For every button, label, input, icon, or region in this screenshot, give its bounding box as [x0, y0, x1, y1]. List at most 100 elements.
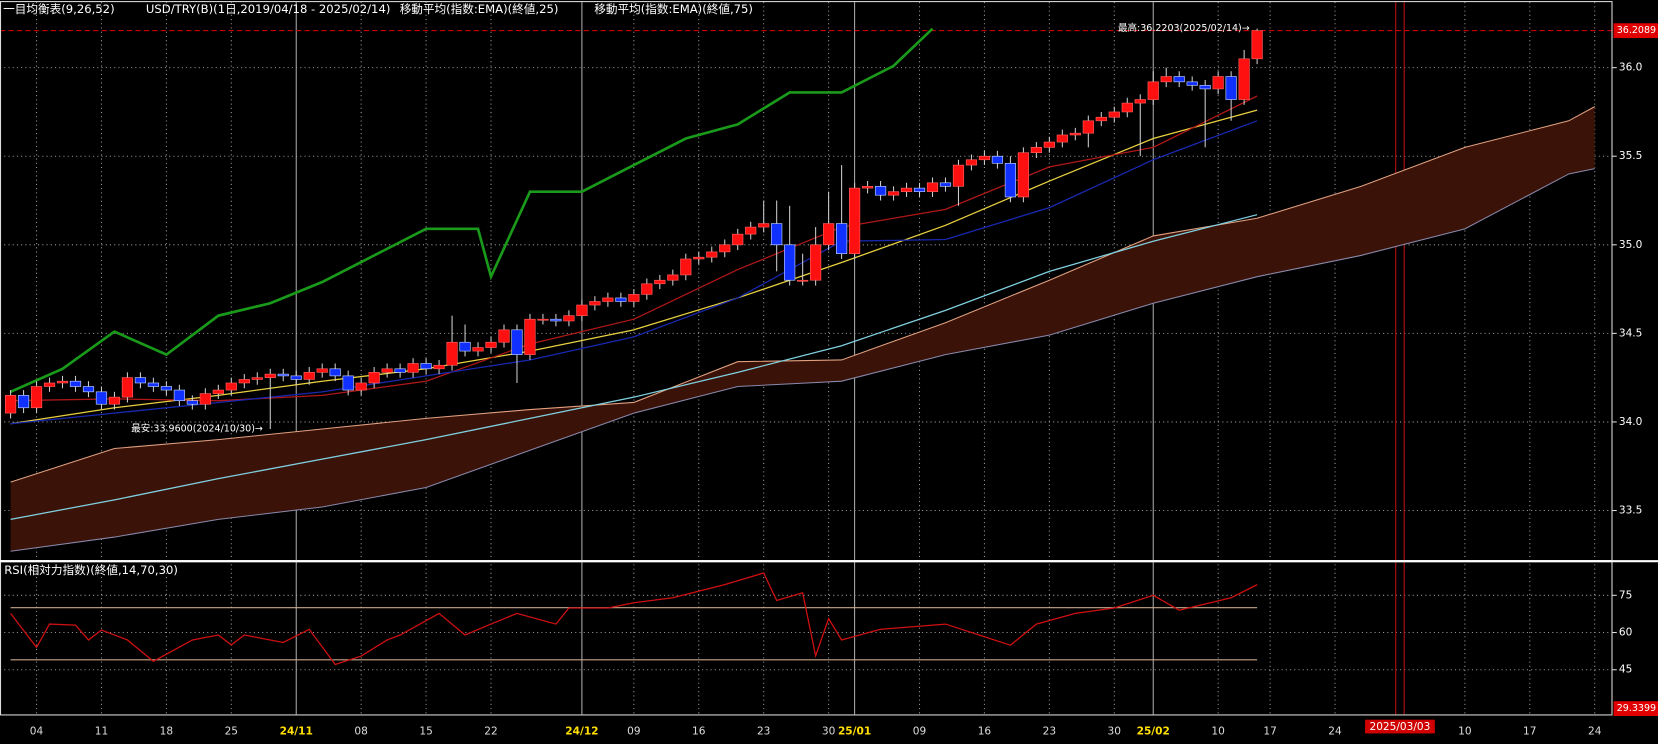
candle-body: [680, 258, 692, 276]
candle-body: [277, 373, 289, 377]
candle-body: [446, 341, 458, 366]
y-tick-label: 45: [1619, 664, 1632, 676]
candle-body: [433, 364, 445, 370]
senkou-b: [10, 168, 1595, 552]
chart-subtitle: USD/TRY(B)(1日,2019/04/18 - 2025/02/14): [146, 2, 390, 16]
candle-body: [810, 244, 822, 281]
x-tick-label: 30: [1108, 725, 1122, 737]
indicator-line: [10, 120, 1258, 425]
candle-body: [134, 377, 147, 384]
candle-body: [95, 391, 108, 405]
candle-body: [861, 186, 874, 189]
x-tick-label: 22: [484, 725, 497, 737]
candle-body: [1238, 58, 1250, 100]
senkou-a: [10, 106, 1595, 483]
candle-body: [576, 304, 588, 316]
rsi-marker-label: 29.3399: [1617, 703, 1656, 714]
candle-body: [186, 400, 198, 405]
candle-body: [82, 386, 95, 393]
candle-body: [706, 251, 718, 258]
y-tick-label: 34.5: [1619, 327, 1643, 339]
candle-body: [1056, 134, 1068, 143]
candle-body: [1017, 152, 1029, 198]
candle-body: [1199, 85, 1211, 90]
y-tick-label: 36.0: [1619, 62, 1643, 74]
candle-body: [264, 373, 276, 378]
candle-body: [965, 159, 978, 166]
candle-body: [537, 318, 549, 321]
x-tick-label: 24/11: [280, 725, 313, 737]
x-tick-label: 10: [1211, 725, 1225, 737]
max-annotation: 最高:36.2203(2025/02/14)→: [1118, 22, 1250, 34]
candle-body: [563, 315, 575, 322]
candle-body: [251, 377, 263, 380]
indicator-line: [10, 214, 1258, 520]
chart-title: 一目均衡表(9,26,52): [3, 2, 114, 16]
x-tick-label: 24: [1328, 725, 1342, 737]
candle-body: [1121, 102, 1133, 113]
candle-body: [771, 223, 783, 246]
candle-body: [1147, 81, 1159, 100]
candle-body: [1004, 162, 1017, 198]
x-tick-label: 25: [225, 725, 238, 737]
x-tick-label: 24: [1588, 725, 1602, 737]
legend-entry: 移動平均(指数:EMA)(終値,25): [400, 2, 559, 16]
candle-body: [1134, 99, 1146, 104]
candle-body: [43, 382, 56, 387]
candle-body: [848, 187, 861, 254]
candle-body: [342, 375, 354, 391]
candle-body: [550, 318, 562, 322]
candle-body: [1173, 76, 1185, 83]
candle-body: [758, 223, 770, 228]
candle-body: [589, 301, 601, 306]
candle-body: [615, 297, 627, 302]
candle-body: [745, 226, 757, 235]
x-tick-label: 04: [30, 725, 44, 737]
candle-body: [926, 182, 939, 192]
candle-body: [1212, 76, 1224, 90]
candle-body: [667, 274, 679, 281]
candle-body: [4, 395, 17, 414]
candle-body: [108, 396, 121, 405]
indicator-line: [10, 27, 934, 394]
x-tick-label: 11: [95, 725, 108, 737]
cursor-label-box: [1365, 719, 1435, 734]
candle-body: [719, 244, 731, 253]
candle-body: [56, 380, 69, 384]
candle-body: [693, 256, 705, 260]
x-tick-label: 16: [978, 725, 992, 737]
y-tick-label: 35.0: [1619, 239, 1643, 251]
candle-body: [173, 389, 185, 402]
x-tick-label: 17: [1523, 725, 1536, 737]
x-tick-label: 23: [757, 725, 770, 737]
rsi-marker-box: [1613, 701, 1658, 717]
candle-body: [1186, 81, 1198, 86]
rsi-line: [10, 572, 1258, 666]
candle-body: [17, 395, 30, 409]
current-price-label: 36.2089: [1617, 25, 1656, 36]
candle-body: [913, 187, 926, 192]
y-tick-label: 60: [1619, 627, 1633, 639]
candle-body: [732, 233, 744, 246]
candle-body: [939, 182, 952, 187]
y-tick-label: 34.0: [1619, 416, 1643, 428]
cloud: [10, 106, 1595, 552]
candle-body: [823, 223, 835, 246]
candle-body: [212, 389, 224, 394]
candle-body: [1108, 111, 1120, 118]
candle-body: [30, 386, 43, 409]
candle-body: [784, 244, 796, 281]
x-tick-label: 08: [354, 725, 367, 737]
candle-body: [628, 294, 640, 302]
candle-body: [472, 347, 484, 352]
x-tick-label: 16: [692, 725, 706, 737]
candle-body: [121, 377, 134, 398]
candle-body: [1030, 147, 1042, 154]
candle-body: [524, 318, 536, 355]
candle-body: [225, 382, 237, 391]
rsi-title: RSI(相対力指数)(終値,14,70,30): [4, 563, 178, 577]
candle-body: [1082, 120, 1094, 134]
candle-body: [952, 164, 965, 187]
x-tick-label: 15: [419, 725, 432, 737]
